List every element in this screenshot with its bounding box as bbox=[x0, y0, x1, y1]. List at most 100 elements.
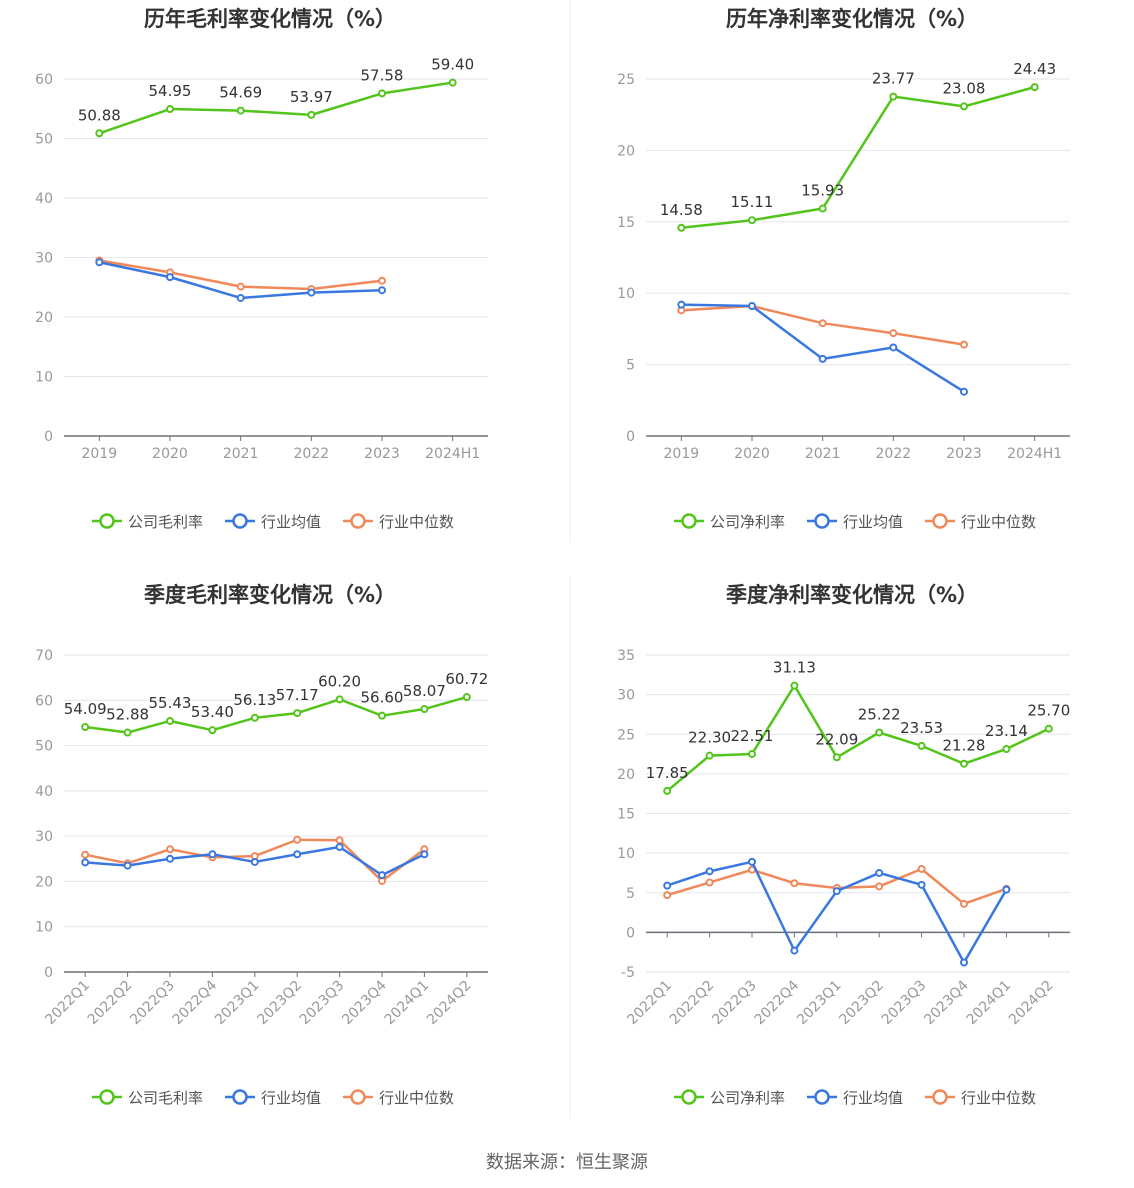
legend-item-avg[interactable]: 行业均值 bbox=[225, 513, 321, 531]
data-point-company[interactable] bbox=[1002, 744, 1011, 753]
data-point-avg[interactable] bbox=[378, 871, 386, 880]
data-point-avg[interactable] bbox=[335, 843, 344, 852]
data-point-company[interactable] bbox=[748, 749, 756, 758]
legend-item-avg[interactable]: 行业均值 bbox=[807, 513, 903, 531]
data-point-median[interactable] bbox=[960, 899, 968, 908]
data-point-company[interactable] bbox=[705, 751, 714, 760]
data-point-avg[interactable] bbox=[917, 880, 926, 889]
legend-item-company[interactable]: 公司毛利率 bbox=[92, 1089, 203, 1107]
legend-item-median[interactable]: 行业中位数 bbox=[925, 1089, 1036, 1107]
data-point-avg[interactable] bbox=[889, 343, 898, 352]
data-point-median[interactable] bbox=[166, 845, 174, 854]
data-label: 55.43 bbox=[149, 694, 192, 712]
data-point-company[interactable] bbox=[663, 786, 672, 795]
data-point-avg[interactable] bbox=[123, 861, 132, 870]
y-tick-label: 10 bbox=[35, 920, 53, 936]
legend-item-company[interactable]: 公司毛利率 bbox=[92, 513, 203, 531]
series-line-company bbox=[681, 85, 1035, 230]
legend-item-company[interactable]: 公司净利率 bbox=[674, 1089, 785, 1107]
data-point-company[interactable] bbox=[293, 709, 302, 718]
data-point-company[interactable] bbox=[208, 726, 217, 735]
legend-label: 行业均值 bbox=[261, 1089, 321, 1107]
data-point-company[interactable] bbox=[818, 204, 827, 213]
data-point-avg[interactable] bbox=[1002, 885, 1011, 894]
data-point-company[interactable] bbox=[81, 723, 90, 732]
data-label: 57.58 bbox=[361, 66, 404, 84]
legend-item-median[interactable]: 行业中位数 bbox=[925, 513, 1036, 531]
data-point-avg[interactable] bbox=[875, 868, 884, 877]
data-point-avg[interactable] bbox=[663, 881, 672, 890]
legend-item-median[interactable]: 行业中位数 bbox=[343, 1089, 454, 1107]
x-tick-label: 2019 bbox=[664, 446, 700, 462]
x-tick-label: 2022 bbox=[876, 446, 912, 462]
data-point-avg[interactable] bbox=[307, 288, 316, 297]
data-point-company[interactable] bbox=[378, 89, 386, 98]
data-point-median[interactable] bbox=[705, 878, 714, 887]
data-point-company[interactable] bbox=[420, 705, 429, 714]
data-point-avg[interactable] bbox=[166, 854, 174, 863]
data-point-company[interactable] bbox=[307, 110, 316, 119]
x-tick-label: 2023Q2 bbox=[836, 978, 887, 1029]
data-point-avg[interactable] bbox=[208, 850, 217, 859]
legend-item-median[interactable]: 行业中位数 bbox=[343, 513, 454, 531]
legend-marker bbox=[232, 513, 248, 529]
data-point-median[interactable] bbox=[663, 891, 672, 900]
data-point-median[interactable] bbox=[335, 836, 344, 845]
data-point-company[interactable] bbox=[236, 106, 245, 115]
data-point-avg[interactable] bbox=[705, 867, 714, 876]
data-point-avg[interactable] bbox=[293, 850, 302, 859]
data-point-median[interactable] bbox=[917, 864, 926, 873]
x-tick-label: 2023Q3 bbox=[879, 978, 930, 1029]
data-label: 21.28 bbox=[943, 737, 986, 755]
data-point-avg[interactable] bbox=[250, 857, 259, 866]
series-line-avg bbox=[681, 303, 965, 393]
data-point-company[interactable] bbox=[748, 216, 756, 225]
data-point-median[interactable] bbox=[81, 850, 90, 859]
data-point-avg[interactable] bbox=[166, 273, 174, 282]
data-point-avg[interactable] bbox=[378, 286, 386, 295]
data-label: 54.09 bbox=[64, 700, 107, 718]
data-point-median[interactable] bbox=[236, 282, 245, 291]
data-point-median[interactable] bbox=[378, 276, 386, 285]
data-point-median[interactable] bbox=[818, 319, 827, 328]
data-point-median[interactable] bbox=[960, 340, 968, 349]
legend-item-avg[interactable]: 行业均值 bbox=[225, 1089, 321, 1107]
data-point-avg[interactable] bbox=[960, 387, 968, 396]
data-point-company[interactable] bbox=[1044, 724, 1053, 733]
data-point-avg[interactable] bbox=[818, 354, 827, 363]
legend-item-avg[interactable]: 行业均值 bbox=[807, 1089, 903, 1107]
data-point-avg[interactable] bbox=[95, 258, 104, 267]
data-point-company[interactable] bbox=[95, 129, 104, 138]
data-point-company[interactable] bbox=[832, 753, 841, 762]
data-point-company[interactable] bbox=[378, 711, 386, 720]
data-point-avg[interactable] bbox=[748, 302, 756, 311]
data-point-company[interactable] bbox=[677, 223, 686, 232]
data-point-avg[interactable] bbox=[81, 858, 90, 867]
data-point-avg[interactable] bbox=[236, 293, 245, 302]
data-point-avg[interactable] bbox=[420, 850, 429, 859]
data-point-avg[interactable] bbox=[960, 958, 968, 967]
data-point-median[interactable] bbox=[293, 835, 302, 844]
data-point-company[interactable] bbox=[335, 695, 344, 704]
data-point-company[interactable] bbox=[960, 759, 968, 768]
data-point-company[interactable] bbox=[123, 728, 132, 737]
data-point-avg[interactable] bbox=[748, 857, 756, 866]
data-point-avg[interactable] bbox=[677, 300, 686, 309]
data-point-company[interactable] bbox=[448, 78, 457, 87]
data-point-company[interactable] bbox=[960, 102, 968, 111]
data-point-avg[interactable] bbox=[790, 946, 799, 955]
data-point-median[interactable] bbox=[889, 329, 898, 338]
data-point-company[interactable] bbox=[790, 681, 799, 690]
data-point-company[interactable] bbox=[166, 716, 174, 725]
data-point-company[interactable] bbox=[462, 693, 471, 702]
data-point-avg[interactable] bbox=[832, 887, 841, 896]
data-point-median[interactable] bbox=[875, 882, 884, 891]
data-point-company[interactable] bbox=[917, 741, 926, 750]
data-point-company[interactable] bbox=[1030, 83, 1039, 92]
legend-item-company[interactable]: 公司净利率 bbox=[674, 513, 785, 531]
data-point-company[interactable] bbox=[875, 728, 884, 737]
data-point-company[interactable] bbox=[889, 92, 898, 101]
data-point-company[interactable] bbox=[250, 713, 259, 722]
data-point-company[interactable] bbox=[166, 105, 174, 114]
data-point-median[interactable] bbox=[790, 879, 799, 888]
